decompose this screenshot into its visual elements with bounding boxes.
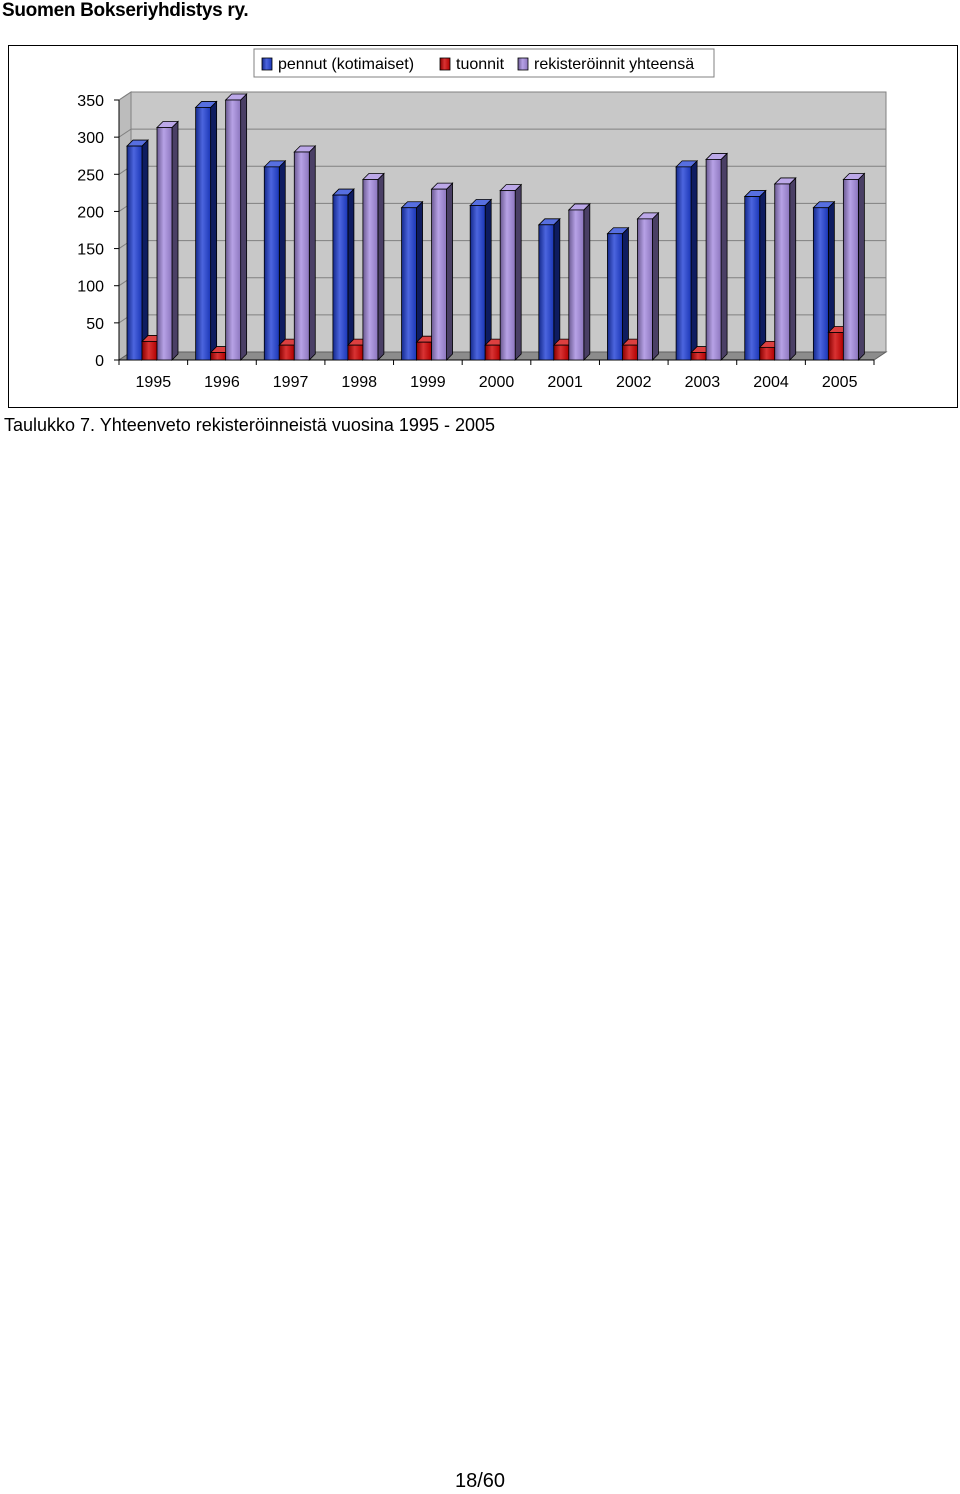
y-tick-label: 300: [77, 130, 104, 147]
legend-key-2: [440, 58, 450, 70]
x-tick-label: 1999: [410, 374, 446, 391]
bar-2003-1: [676, 161, 697, 360]
x-tick-label: 2002: [616, 374, 652, 391]
bar-2000-1: [470, 199, 491, 360]
bar-2002-1: [607, 228, 628, 360]
bar-1998-1: [333, 189, 354, 360]
y-tick-label: 150: [77, 242, 104, 259]
bar-chart: 0 50 100 150 200 250 300 350 1995 1996 1997 1998 199…: [9, 46, 959, 409]
chart-frame: 0 50 100 150 200 250 300 350 1995 1996 1997 1998 199…: [8, 45, 958, 408]
legend-label-2: tuonnit: [456, 56, 505, 73]
legend-key-3: [518, 58, 528, 70]
bar-1999-1: [402, 202, 423, 360]
y-tick-label: 0: [95, 353, 104, 370]
chart-legend: pennut (kotimaiset) tuonnit rekisteröinnit…: [254, 49, 714, 77]
bar-2002-3: [637, 213, 658, 360]
bar-2000-3: [500, 185, 521, 360]
x-tick-label: 1998: [341, 374, 377, 391]
legend-key-1: [262, 58, 272, 70]
bar-1996-1: [196, 101, 217, 360]
legend-label-1: pennut (kotimaiset): [278, 56, 414, 73]
y-tick-label: 50: [86, 316, 104, 333]
legend-label-3: rekisteröinnit yhteensä: [534, 56, 694, 73]
page-number: 18/60: [0, 1470, 960, 1493]
x-tick-label: 2000: [479, 374, 515, 391]
bar-2001-1: [539, 219, 560, 360]
bar-2005-3: [843, 173, 864, 360]
bar-1997-3: [294, 146, 315, 360]
y-tick-label: 200: [77, 204, 104, 221]
bar-2004-1: [745, 191, 766, 360]
x-tick-label: 2003: [685, 374, 721, 391]
y-tick-label: 350: [77, 93, 104, 110]
y-tick-label: 100: [77, 279, 104, 296]
bar-2001-3: [569, 204, 590, 360]
x-tick-label: 2004: [753, 374, 789, 391]
bar-2003-3: [706, 153, 727, 360]
x-tick-label: 1997: [273, 374, 309, 391]
x-tick-label: 2001: [547, 374, 583, 391]
bar-1998-3: [363, 173, 384, 360]
document-header: Suomen Bokseriyhdistys ry.: [2, 0, 248, 22]
bar-1997-1: [264, 161, 285, 360]
x-tick-label: 1996: [204, 374, 240, 391]
table-caption: Taulukko 7. Yhteenveto rekisteröinneistä…: [4, 415, 495, 436]
bar-1999-3: [432, 183, 453, 360]
bar-2004-3: [775, 178, 796, 360]
bar-1996-3: [226, 94, 247, 360]
bar-1995-3: [157, 121, 178, 360]
x-tick-label: 1995: [136, 374, 172, 391]
x-tick-label: 2005: [822, 374, 858, 391]
y-tick-label: 250: [77, 167, 104, 184]
bar-1995-1: [127, 140, 148, 360]
